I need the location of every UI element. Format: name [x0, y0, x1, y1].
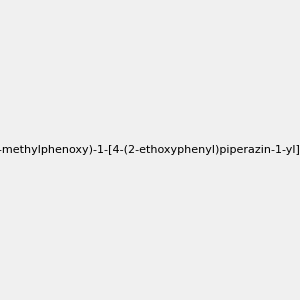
Text: 2-(4-Chloro-2-methylphenoxy)-1-[4-(2-ethoxyphenyl)piperazin-1-yl]propan-1-one: 2-(4-Chloro-2-methylphenoxy)-1-[4-(2-eth…: [0, 145, 300, 155]
